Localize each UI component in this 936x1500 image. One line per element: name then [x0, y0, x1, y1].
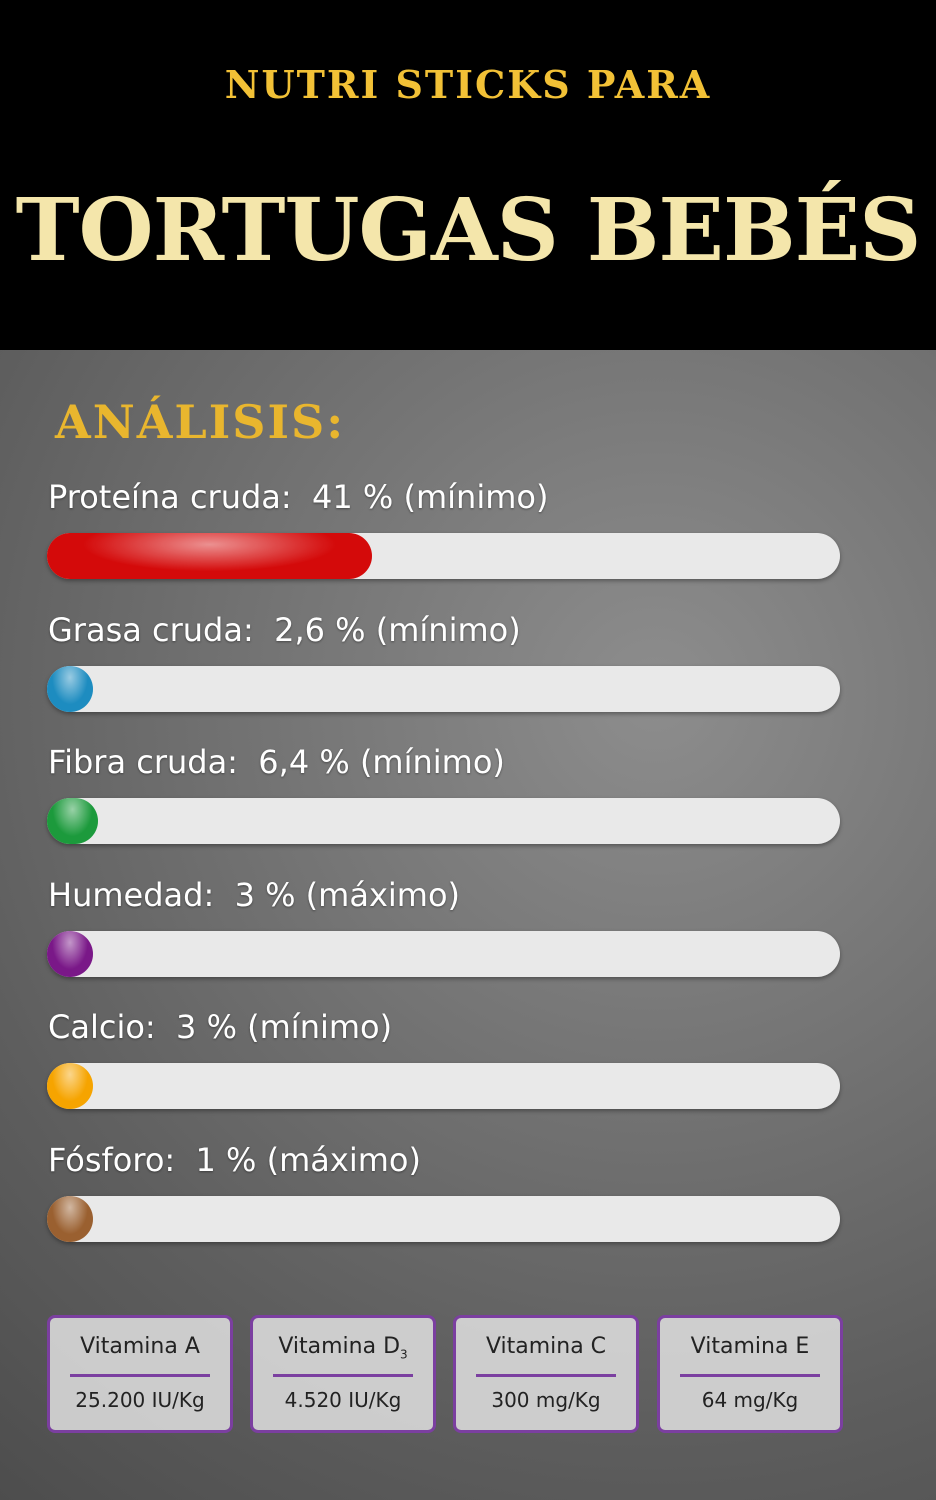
vitamin-box: Vitamina D3 4.520 IU/Kg — [250, 1315, 436, 1433]
divider — [680, 1374, 820, 1377]
item-qualifier: (mínimo) — [247, 1008, 393, 1046]
subtitle: NUTRI STICKS PARA — [224, 62, 712, 107]
divider — [476, 1374, 616, 1377]
vitamin-value: 25.200 IU/Kg — [75, 1388, 205, 1412]
item-qualifier: (mínimo) — [375, 610, 521, 649]
vitamin-name-text: Vitamina E — [690, 1334, 810, 1359]
item-label: Grasa cruda: 2,6 % (mínimo) — [48, 611, 521, 649]
item-qualifier: (mínimo) — [403, 478, 549, 516]
bar-track — [47, 533, 840, 579]
vitamin-name-text: Vitamina D — [278, 1334, 401, 1359]
title: TORTUGAS BEBÉS — [15, 180, 922, 281]
item-name: Grasa cruda: — [48, 610, 254, 649]
item-label: Humedad: 3 % (máximo) — [48, 876, 460, 914]
bar-track — [47, 798, 840, 844]
bar-fill — [47, 665, 93, 712]
item-name: Calcio: — [48, 1008, 156, 1046]
item-value: 2,6 % — [274, 610, 366, 649]
bar-track — [47, 1063, 840, 1109]
bar-fill — [47, 1195, 93, 1242]
item-qualifier: (mínimo) — [359, 743, 505, 781]
bar-fill — [47, 798, 98, 844]
item-name: Proteína cruda: — [48, 478, 292, 516]
bar-track — [47, 1195, 840, 1242]
divider — [273, 1374, 413, 1377]
vitamin-value: 4.520 IU/Kg — [284, 1388, 402, 1412]
bar-track — [47, 665, 840, 712]
vitamin-box: Vitamina E 64 mg/Kg — [657, 1315, 843, 1433]
vitamin-value: 300 mg/Kg — [491, 1388, 601, 1412]
vitamin-name: Vitamina C — [456, 1334, 636, 1359]
item-value: 41 % — [312, 478, 394, 516]
item-label: Fibra cruda: 6,4 % (mínimo) — [48, 743, 505, 781]
item-value: 6,4 % — [258, 743, 350, 781]
vitamin-name: Vitamina D3 — [253, 1334, 433, 1361]
bar-fill — [47, 930, 93, 977]
vitamin-name: Vitamina A — [50, 1334, 230, 1359]
bar-fill — [47, 533, 373, 579]
item-label: Proteína cruda: 41 % (mínimo) — [48, 478, 548, 516]
bar-fill — [47, 1063, 93, 1109]
vitamin-box: Vitamina A 25.200 IU/Kg — [47, 1315, 233, 1433]
divider — [70, 1374, 210, 1377]
item-name: Fósforo: — [48, 1140, 176, 1179]
bar-track — [47, 930, 840, 977]
item-label: Fósforo: 1 % (máximo) — [48, 1141, 421, 1179]
vitamin-name: Vitamina E — [660, 1334, 840, 1359]
item-name: Fibra cruda: — [48, 743, 238, 781]
item-qualifier: (máximo) — [266, 1140, 421, 1179]
vitamin-name-text: Vitamina A — [80, 1334, 200, 1359]
section-title: ANÁLISIS: — [55, 395, 346, 449]
item-value: 3 % — [176, 1008, 237, 1046]
vitamin-box: Vitamina C 300 mg/Kg — [453, 1315, 639, 1433]
vitamin-name-text: Vitamina C — [485, 1334, 607, 1359]
item-qualifier: (máximo) — [305, 875, 460, 914]
vitamin-subscript: 3 — [400, 1347, 408, 1362]
item-name: Humedad: — [48, 875, 215, 914]
item-value: 3 % — [234, 875, 296, 914]
vitamin-value: 64 mg/Kg — [701, 1388, 799, 1412]
item-label: Calcio: 3 % (mínimo) — [48, 1008, 392, 1046]
item-value: 1 % — [195, 1140, 257, 1179]
header: NUTRI STICKS PARA TORTUGAS BEBÉS — [0, 0, 936, 350]
